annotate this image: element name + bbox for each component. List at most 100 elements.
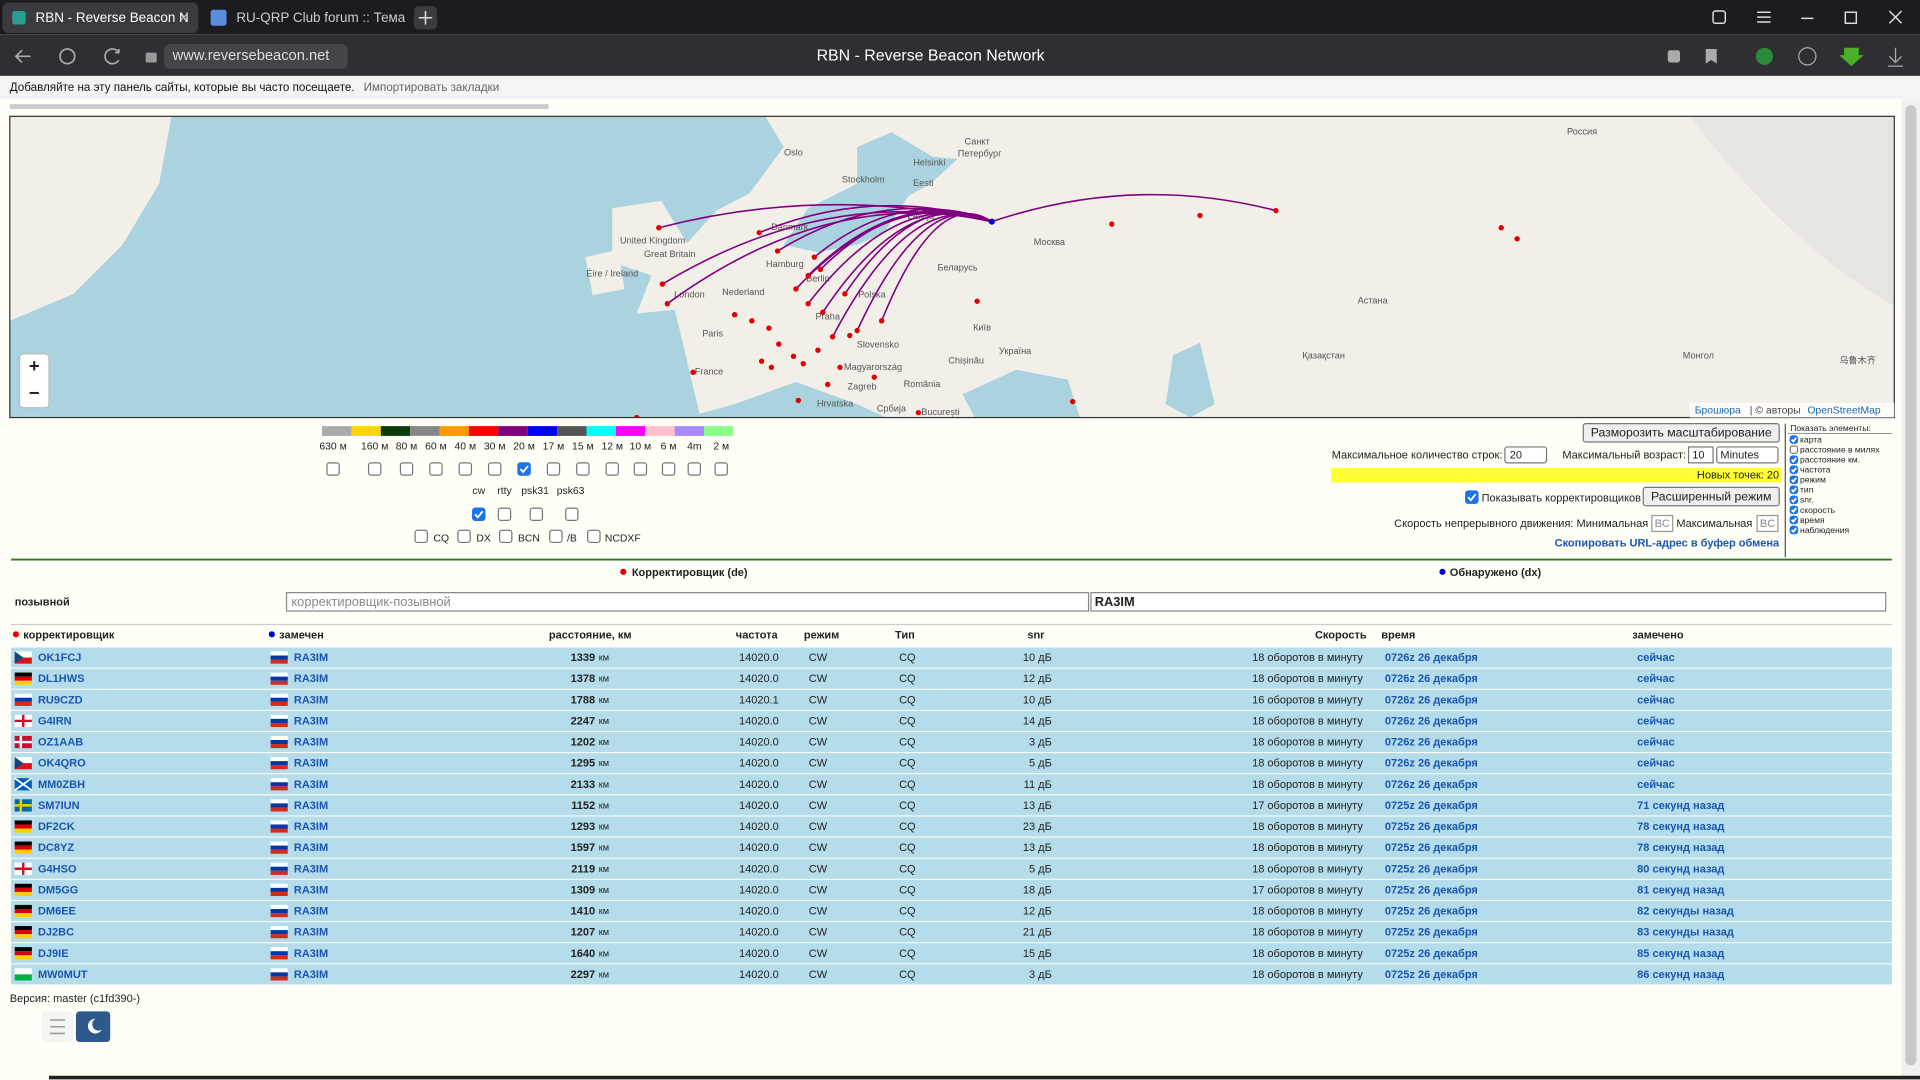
input[interactable] [1687,446,1714,464]
checkbox[interactable] [472,507,486,522]
checkbox[interactable] [498,529,513,544]
select[interactable] [1504,446,1548,464]
checkbox[interactable] [1789,455,1799,464]
table-cell[interactable]: OK4QRO [38,758,86,770]
url[interactable]: www.reversebeacon.net [172,48,330,64]
tab-active[interactable] [2,2,199,34]
table-cell[interactable]: 85 секунд назад [1637,948,1724,960]
table-cell[interactable]: 81 секунд назад [1637,884,1724,896]
select-value[interactable]: 20 [1510,449,1522,461]
table-cell[interactable]: 0726z 26 декабря [1385,673,1478,685]
table-cell[interactable]: 78 секунд назад [1637,821,1724,833]
table-cell[interactable]: DM6EE [38,906,76,918]
checkbox[interactable] [605,462,619,476]
zoom-out[interactable]: − [29,382,40,403]
input[interactable] [1651,514,1674,533]
table-cell[interactable]: 80 секунд назад [1637,863,1724,875]
table-cell[interactable]: G4IRN [38,715,72,727]
checkbox[interactable] [576,462,590,476]
table-cell[interactable]: MM0ZBH [38,779,85,791]
table-cell[interactable]: RA3IM [294,758,328,770]
table-cell[interactable]: 83 секунды назад [1637,927,1734,939]
table-cell[interactable]: 0725z 26 декабря [1385,969,1478,981]
import-bookmarks[interactable]: Импортировать закладки [364,81,500,94]
table-cell[interactable]: 0725z 26 декабря [1385,948,1478,960]
table-cell[interactable]: 0725z 26 декабря [1385,927,1478,939]
select-value[interactable]: Minutes [1720,449,1759,461]
table-cell[interactable]: SM7IUN [38,800,80,812]
table-cell[interactable]: RA3IM [294,779,328,791]
table-cell[interactable]: сейчас [1637,694,1675,706]
table-cell[interactable]: RA3IM [294,694,328,706]
address-bar[interactable] [164,44,348,69]
table-cell[interactable]: DM5GG [38,884,78,896]
button-label[interactable]: Разморозить масштабирование [1591,426,1772,440]
table-cell[interactable]: RA3IM [294,715,328,727]
attribution-link[interactable]: Брошюра [1695,406,1741,417]
checkbox[interactable] [1789,485,1799,495]
checkbox[interactable] [1789,445,1799,454]
checkbox[interactable] [633,462,648,476]
checkbox[interactable] [517,462,531,476]
table-cell[interactable]: сейчас [1637,673,1675,685]
checkbox[interactable] [1789,505,1799,515]
table-cell[interactable]: RU9CZD [38,694,83,706]
table-cell[interactable]: 0726z 26 декабря [1385,758,1478,770]
tab-title[interactable]: RU-QRP Club forum :: Тема [236,10,405,25]
checkbox[interactable] [687,462,702,476]
select[interactable] [1716,446,1779,464]
table-cell[interactable]: OZ1AAB [38,737,83,749]
input-value[interactable]: 10 [1692,449,1704,461]
table-cell[interactable]: DL1HWS [38,673,85,685]
button-label[interactable]: Расширенный режим [1651,489,1771,503]
table-cell[interactable]: 0726z 26 декабря [1385,737,1478,749]
table-cell[interactable]: RA3IM [294,863,328,875]
table-cell[interactable]: RA3IM [294,969,328,981]
table-cell[interactable]: сейчас [1637,737,1675,749]
table-cell[interactable]: сейчас [1637,652,1675,664]
checkbox[interactable] [326,462,340,476]
table-cell[interactable]: 86 секунд назад [1637,969,1724,981]
checkbox[interactable] [565,507,579,522]
table-cell[interactable]: 0725z 26 декабря [1385,842,1478,854]
tab-title[interactable]: RBN - Reverse Beacon N [36,10,189,25]
input-value[interactable]: BC [1655,518,1670,530]
table-cell[interactable]: 0726z 26 декабря [1385,694,1478,706]
table-cell[interactable]: 0725z 26 декабря [1385,821,1478,833]
table-cell[interactable]: DJ9IE [38,948,69,960]
toolbar-icons[interactable] [1667,47,1903,67]
table-cell[interactable]: RA3IM [294,821,328,833]
checkbox[interactable] [714,462,728,476]
checkbox[interactable] [546,462,561,476]
nav-buttons[interactable] [14,48,120,65]
tab-close[interactable]: × [180,10,188,25]
table-cell[interactable]: RA3IM [294,927,328,939]
checkbox[interactable] [497,507,512,522]
checkbox[interactable] [414,529,428,544]
checkbox[interactable] [457,529,471,544]
input[interactable] [1756,514,1779,533]
table-cell[interactable]: RA3IM [294,884,328,896]
checkbox[interactable] [1789,515,1799,525]
table-cell[interactable]: сейчас [1637,758,1675,770]
checkbox[interactable] [587,529,601,544]
scrollbar-thumb[interactable] [1905,105,1917,1066]
checkbox[interactable] [529,507,544,522]
table-cell[interactable]: RA3IM [294,906,328,918]
checkbox[interactable] [1789,465,1799,475]
table-cell[interactable]: RA3IM [294,652,328,664]
table-cell[interactable]: 0725z 26 декабря [1385,884,1478,896]
table-cell[interactable]: RA3IM [294,800,328,812]
table-cell[interactable]: RA3IM [294,737,328,749]
checkbox[interactable] [1789,525,1799,535]
table-cell[interactable]: 0726z 26 декабря [1385,652,1478,664]
table-cell[interactable]: OK1FCJ [38,652,81,664]
checkbox[interactable] [487,462,502,476]
checkbox[interactable] [1465,490,1479,504]
table-cell[interactable]: 0726z 26 декабря [1385,715,1478,727]
attribution-link[interactable]: OpenStreetMap [1807,406,1881,417]
table-cell[interactable]: G4HSO [38,863,77,875]
copy-url-link[interactable]: Скопировать URL-адрес в буфер обмена [1555,538,1780,550]
input[interactable] [1090,592,1887,612]
table-cell[interactable]: 71 секунд назад [1637,800,1724,812]
